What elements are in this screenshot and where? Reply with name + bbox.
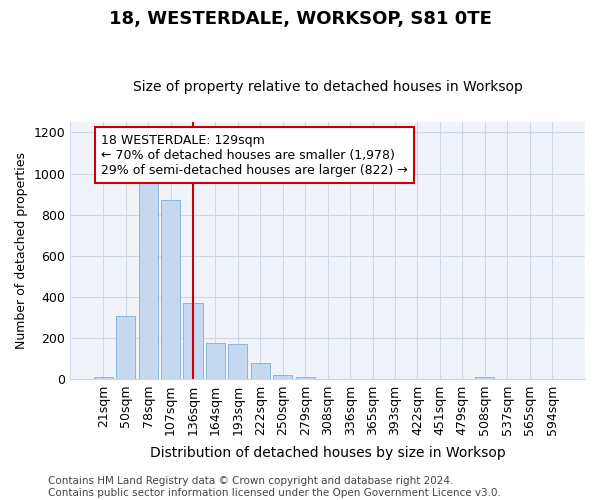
Bar (161, 200, 180, 380)
Bar (139, 178, 158, 380)
X-axis label: Distribution of detached houses by size in Worksop: Distribution of detached houses by size … (150, 446, 506, 460)
Text: 18, WESTERDALE, WORKSOP, S81 0TE: 18, WESTERDALE, WORKSOP, S81 0TE (109, 10, 491, 28)
Y-axis label: Number of detached properties: Number of detached properties (15, 152, 28, 349)
Bar (229, 344, 247, 380)
Text: Contains HM Land Registry data © Crown copyright and database right 2024.
Contai: Contains HM Land Registry data © Crown c… (48, 476, 501, 498)
Bar (251, 362, 270, 380)
Bar (94, 378, 113, 380)
Bar (273, 376, 292, 380)
Bar (116, 316, 135, 380)
Bar (184, 303, 203, 380)
Bar (296, 376, 315, 380)
Bar (475, 378, 494, 380)
Title: Size of property relative to detached houses in Worksop: Size of property relative to detached ho… (133, 80, 523, 94)
Bar (318, 378, 337, 380)
Bar (206, 344, 225, 380)
Text: 18 WESTERDALE: 129sqm
← 70% of detached houses are smaller (1,978)
29% of semi-d: 18 WESTERDALE: 129sqm ← 70% of detached … (101, 134, 408, 176)
